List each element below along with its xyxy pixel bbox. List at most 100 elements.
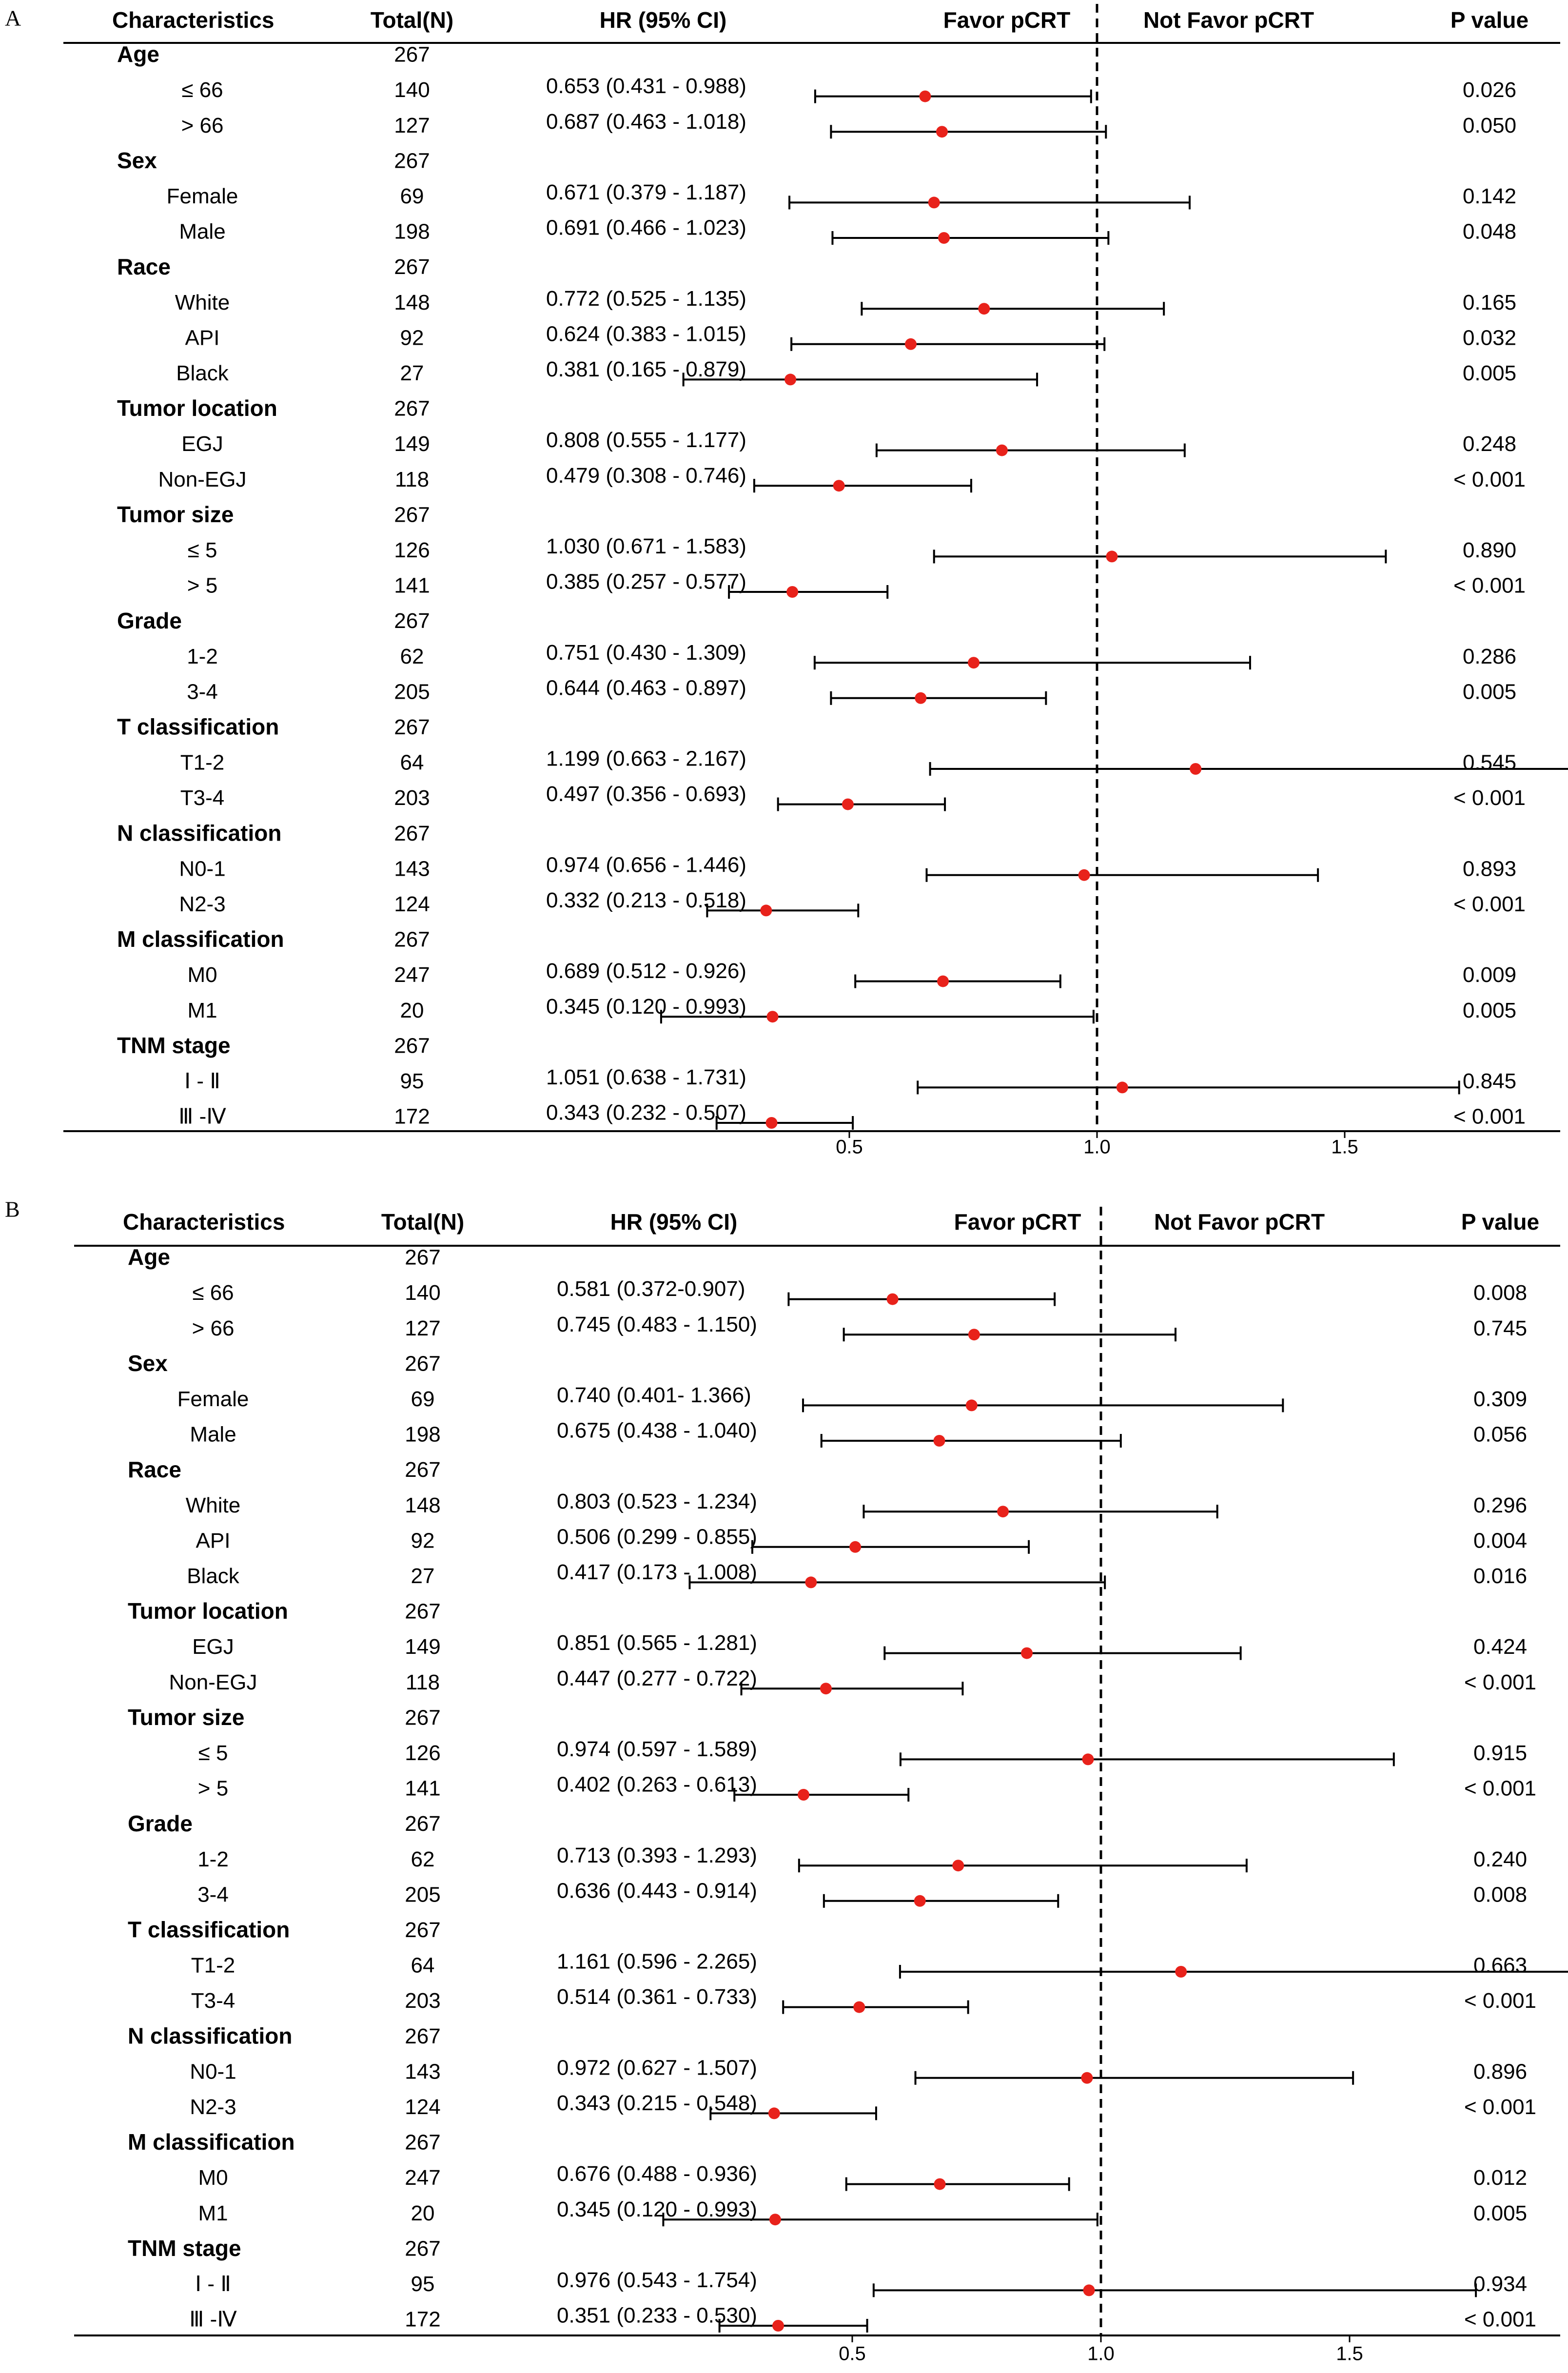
x-tick-label: 1.5 [1331, 1137, 1358, 1158]
total-n: 69 [411, 1387, 435, 1411]
hr-point [915, 692, 927, 704]
total-n: 267 [394, 715, 430, 739]
hr-point [798, 1789, 810, 1801]
total-n: 198 [394, 220, 430, 244]
p-value: 0.896 [1473, 2059, 1527, 2083]
subgroup-label: > 5 [187, 574, 217, 598]
hr-ci-text: 1.051 (0.638 - 1.731) [546, 1065, 746, 1089]
p-value: 0.845 [1463, 1069, 1516, 1093]
subgroup-label: Black [176, 361, 229, 385]
total-n: 95 [411, 2272, 435, 2296]
hr-point [1190, 763, 1202, 775]
total-n: 124 [394, 892, 430, 916]
total-n: 172 [405, 2308, 440, 2332]
p-value: < 0.001 [1464, 1670, 1536, 1694]
subgroup-label: ≤ 5 [198, 1741, 228, 1765]
hr-ci-text: 1.030 (0.671 - 1.583) [546, 534, 746, 558]
group-label: Grade [128, 1811, 193, 1836]
hr-point [853, 2001, 865, 2013]
hr-ci-text: 0.772 (0.525 - 1.135) [546, 287, 746, 311]
hr-point [765, 1117, 778, 1129]
hr-ci-text: 0.506 (0.299 - 0.855) [557, 1525, 757, 1549]
total-n: 20 [400, 999, 424, 1022]
hr-point [914, 1895, 926, 1907]
total-n: 267 [394, 255, 430, 279]
hr-point [786, 586, 799, 598]
subgroup-label: EGJ [192, 1635, 234, 1659]
group-label: Tumor size [117, 502, 234, 527]
total-n: 148 [405, 1493, 440, 1517]
group-label: Sex [117, 148, 157, 173]
hr-point [952, 1860, 964, 1872]
hr-ci-text: 0.345 (0.120 - 0.993) [557, 2197, 757, 2221]
subgroup-label: > 66 [192, 1316, 235, 1340]
total-n: 127 [394, 114, 430, 137]
header-total: Total(N) [381, 1209, 464, 1235]
subgroup-label: N0-1 [179, 857, 225, 881]
group-label: N classification [128, 2023, 292, 2048]
hr-ci-text: 0.751 (0.430 - 1.309) [546, 641, 746, 665]
hr-ci-text: 0.381 (0.165 - 0.879) [546, 357, 746, 381]
hr-ci-text: 0.713 (0.393 - 1.293) [557, 1843, 757, 1867]
p-value: 0.005 [1473, 2201, 1527, 2225]
subgroup-label: Male [190, 1423, 236, 1447]
total-n: 27 [411, 1564, 435, 1588]
p-value: 0.032 [1463, 326, 1516, 350]
hr-ci-text: 0.479 (0.308 - 0.746) [546, 464, 746, 488]
hr-point [768, 2107, 780, 2119]
total-n: 62 [400, 645, 424, 668]
hr-ci-text: 0.417 (0.173 - 1.008) [557, 1560, 757, 1584]
header-favor: Favor pCRT [943, 7, 1071, 33]
subgroup-label: M1 [187, 999, 217, 1022]
hr-ci-text: 0.808 (0.555 - 1.177) [546, 428, 746, 452]
hr-ci-text: 0.624 (0.383 - 1.015) [546, 322, 746, 346]
total-n: 62 [411, 1847, 435, 1871]
header-not-favor: Not Favor pCRT [1154, 1209, 1325, 1235]
header-not-favor: Not Favor pCRT [1143, 7, 1314, 33]
hr-point [769, 2214, 781, 2226]
p-value: < 0.001 [1453, 1105, 1526, 1129]
total-n: 205 [405, 1883, 440, 1906]
p-value: 0.663 [1473, 1954, 1527, 1978]
subgroup-label: T1-2 [191, 1954, 235, 1978]
subgroup-label: White [186, 1493, 240, 1517]
subgroup-label: 3-4 [187, 680, 218, 704]
hr-point [1081, 2072, 1093, 2084]
group-label: Grade [117, 608, 182, 633]
total-n: 143 [394, 857, 430, 881]
forest-panel-b: B Characteristics Total(N) HR (95% CI) Favor… [5, 1197, 1568, 2365]
total-n: 205 [394, 680, 430, 704]
p-value: 0.048 [1463, 220, 1516, 244]
subgroup-label: Ⅰ - Ⅱ [195, 2272, 231, 2296]
p-value: 0.012 [1473, 2166, 1527, 2190]
x-tick-label: 1.0 [1083, 1137, 1111, 1158]
subgroup-label: White [175, 291, 230, 314]
hr-ci-text: 0.691 (0.466 - 1.023) [546, 216, 746, 240]
subgroup-label: Non-EGJ [169, 1670, 257, 1694]
hr-ci-text: 1.199 (0.663 - 2.167) [546, 747, 746, 771]
p-value: 0.056 [1473, 1423, 1527, 1447]
total-n: 141 [405, 1777, 440, 1801]
header-total: Total(N) [371, 7, 453, 33]
group-label: TNM stage [128, 2236, 241, 2261]
total-n: 267 [394, 397, 430, 421]
subgroup-label: ≤ 66 [192, 1281, 234, 1305]
total-n: 267 [394, 43, 430, 67]
p-value: 0.005 [1463, 680, 1516, 704]
hr-point [933, 1435, 945, 1447]
hr-ci-text: 0.653 (0.431 - 0.988) [546, 74, 746, 98]
hr-ci-text: 0.636 (0.443 - 0.914) [557, 1879, 757, 1902]
hr-ci-text: 0.402 (0.263 - 0.613) [557, 1773, 757, 1797]
total-n: 267 [394, 1034, 430, 1058]
p-value: < 0.001 [1464, 2095, 1536, 2119]
total-n: 267 [405, 1458, 440, 1482]
p-value: 0.424 [1473, 1635, 1527, 1659]
hr-ci-text: 0.976 (0.543 - 1.754) [557, 2268, 757, 2292]
hr-ci-text: 0.351 (0.233 - 0.530) [557, 2304, 757, 2328]
hr-ci-text: 0.676 (0.488 - 0.936) [557, 2162, 757, 2186]
hr-point [1021, 1647, 1033, 1659]
hr-point [928, 196, 940, 209]
hr-ci-text: 1.161 (0.596 - 2.265) [557, 1950, 757, 1974]
subgroup-label: ≤ 5 [188, 538, 217, 562]
